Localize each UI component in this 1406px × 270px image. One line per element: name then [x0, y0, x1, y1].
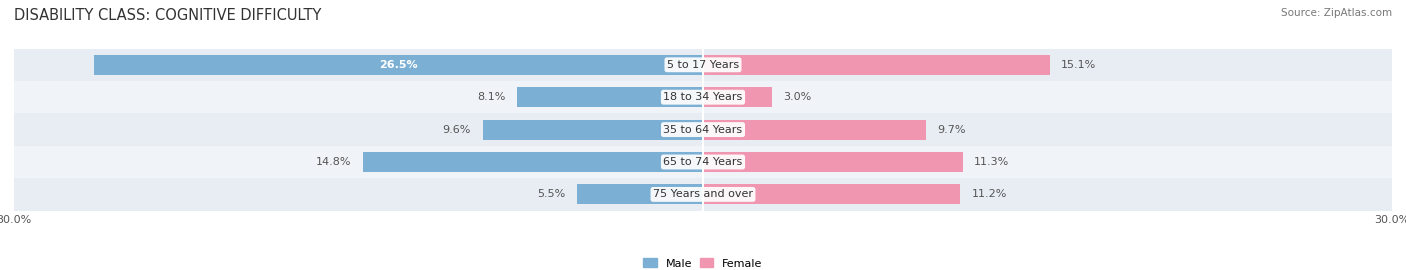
Text: 8.1%: 8.1% — [477, 92, 506, 102]
Legend: Male, Female: Male, Female — [638, 254, 768, 270]
Bar — [703, 55, 1050, 75]
Text: 11.2%: 11.2% — [972, 189, 1007, 200]
Bar — [14, 113, 1392, 146]
Bar — [14, 81, 1392, 113]
Bar — [703, 152, 963, 172]
Bar — [482, 120, 703, 140]
Text: 26.5%: 26.5% — [380, 60, 418, 70]
Bar — [14, 178, 1392, 211]
Text: 9.7%: 9.7% — [938, 124, 966, 135]
Bar — [94, 55, 703, 75]
Text: 35 to 64 Years: 35 to 64 Years — [664, 124, 742, 135]
Text: DISABILITY CLASS: COGNITIVE DIFFICULTY: DISABILITY CLASS: COGNITIVE DIFFICULTY — [14, 8, 322, 23]
Text: 18 to 34 Years: 18 to 34 Years — [664, 92, 742, 102]
Bar — [14, 49, 1392, 81]
Text: 5 to 17 Years: 5 to 17 Years — [666, 60, 740, 70]
Text: 3.0%: 3.0% — [783, 92, 811, 102]
Text: 65 to 74 Years: 65 to 74 Years — [664, 157, 742, 167]
Bar — [703, 184, 960, 204]
Bar — [363, 152, 703, 172]
Text: 11.3%: 11.3% — [974, 157, 1010, 167]
Text: 75 Years and over: 75 Years and over — [652, 189, 754, 200]
Bar — [703, 120, 925, 140]
Bar — [517, 87, 703, 107]
Text: 15.1%: 15.1% — [1062, 60, 1097, 70]
Bar — [703, 87, 772, 107]
Bar — [14, 146, 1392, 178]
Text: Source: ZipAtlas.com: Source: ZipAtlas.com — [1281, 8, 1392, 18]
Text: 14.8%: 14.8% — [316, 157, 352, 167]
Text: 5.5%: 5.5% — [537, 189, 565, 200]
Text: 9.6%: 9.6% — [443, 124, 471, 135]
Bar — [576, 184, 703, 204]
